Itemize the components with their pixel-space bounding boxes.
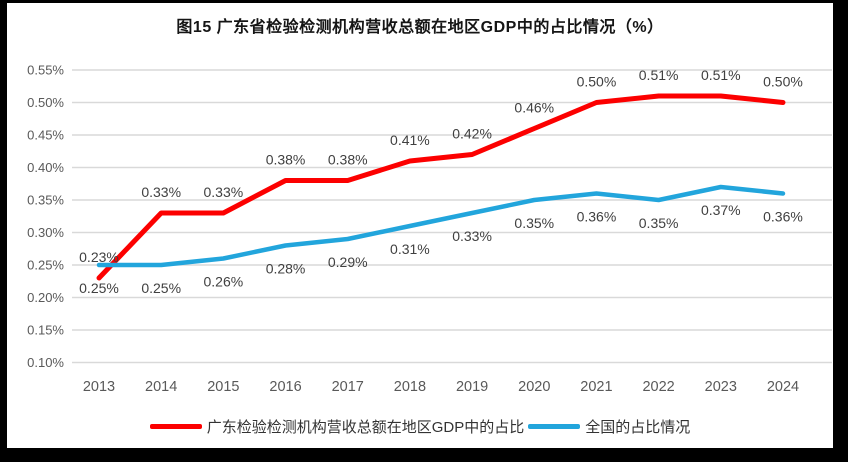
- y-tick-label: 0.15%: [27, 323, 64, 338]
- data-label: 0.35%: [514, 215, 554, 231]
- data-label: 0.31%: [390, 241, 430, 257]
- data-label: 0.51%: [701, 67, 741, 83]
- data-label: 0.42%: [452, 126, 492, 142]
- data-label: 0.38%: [328, 152, 368, 168]
- x-tick-label: 2021: [580, 379, 612, 395]
- data-label: 0.50%: [763, 74, 803, 90]
- data-label: 0.51%: [639, 67, 679, 83]
- y-tick-label: 0.20%: [27, 290, 64, 305]
- y-tick-label: 0.10%: [27, 355, 64, 370]
- guangdong-series-swatch: [149, 424, 202, 429]
- x-tick-label: 2024: [767, 379, 799, 395]
- y-tick-label: 0.50%: [27, 95, 64, 110]
- data-label: 0.33%: [141, 184, 181, 200]
- y-tick-label: 0.30%: [27, 225, 64, 240]
- chart-title: 图15 广东省检验检测机构营收总额在地区GDP中的占比情况（%）: [176, 19, 664, 36]
- legend-item-guangdong: 广东检验检测机构营收总额在地区GDP中的占比: [149, 416, 525, 437]
- data-label: 0.36%: [577, 209, 617, 225]
- national-series-swatch: [528, 424, 581, 429]
- x-tick-label: 2023: [705, 379, 737, 395]
- data-label: 0.36%: [763, 209, 803, 225]
- national-series-line: [96, 184, 786, 268]
- y-tick-label: 0.25%: [27, 258, 64, 273]
- x-tick-label: 2015: [207, 379, 239, 395]
- y-tick-label: 0.35%: [27, 193, 64, 208]
- x-tick-label: 2020: [518, 379, 550, 395]
- x-tick-label: 2018: [394, 379, 426, 395]
- data-label: 0.33%: [204, 184, 244, 200]
- data-label: 0.41%: [390, 132, 430, 148]
- data-label: 0.25%: [79, 280, 119, 296]
- y-tick-label: 0.45%: [27, 128, 64, 143]
- legend-label-guangdong: 广东检验检测机构营收总额在地区GDP中的占比: [206, 419, 525, 436]
- x-tick-label: 2014: [145, 379, 177, 395]
- data-label: 0.29%: [328, 254, 368, 270]
- data-label: 0.35%: [639, 215, 679, 231]
- x-tick-label: 2022: [642, 379, 674, 395]
- line-chart: 0.55% 0.50% 0.45% 0.40% 0.35% 0.30% 0.25% 0.20%…: [27, 63, 832, 395]
- y-tick-label: 0.55%: [27, 63, 64, 78]
- data-label: 0.33%: [452, 228, 492, 244]
- data-label: 0.26%: [204, 274, 244, 290]
- data-label: 0.25%: [141, 280, 181, 296]
- data-label: 0.50%: [577, 74, 617, 90]
- legend-item-national: 全国的占比情况: [528, 416, 690, 437]
- data-label: 0.38%: [266, 152, 306, 168]
- data-label: 0.28%: [266, 261, 306, 277]
- data-label: 0.46%: [514, 100, 554, 116]
- data-label: 0.23%: [79, 249, 119, 265]
- legend-label-national: 全国的占比情况: [585, 419, 691, 436]
- x-tick-label: 2016: [269, 379, 301, 395]
- chart-legend: 广东检验检测机构营收总额在地区GDP中的占比 全国的占比情况: [7, 416, 833, 437]
- data-label: 0.37%: [701, 202, 741, 218]
- guangdong-series-line: [96, 93, 786, 281]
- x-tick-label: 2013: [83, 379, 115, 395]
- y-tick-label: 0.40%: [27, 160, 64, 175]
- x-tick-label: 2019: [456, 379, 488, 395]
- x-tick-label: 2017: [332, 379, 364, 395]
- chart-card: 图15 广东省检验检测机构营收总额在地区GDP中的占比情况（%） 0.55% 0.…: [7, 3, 833, 448]
